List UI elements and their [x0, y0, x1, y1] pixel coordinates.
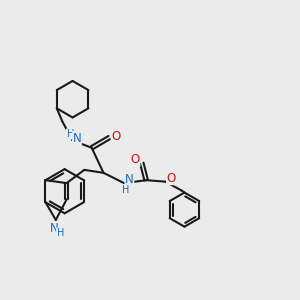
Text: N: N [125, 173, 134, 186]
Text: H: H [122, 184, 129, 195]
Text: O: O [167, 172, 176, 184]
Text: O: O [131, 153, 140, 166]
Text: N: N [50, 222, 59, 235]
Text: N: N [73, 132, 81, 145]
Text: O: O [111, 130, 121, 142]
Text: H: H [67, 129, 74, 139]
Text: H: H [56, 228, 64, 238]
